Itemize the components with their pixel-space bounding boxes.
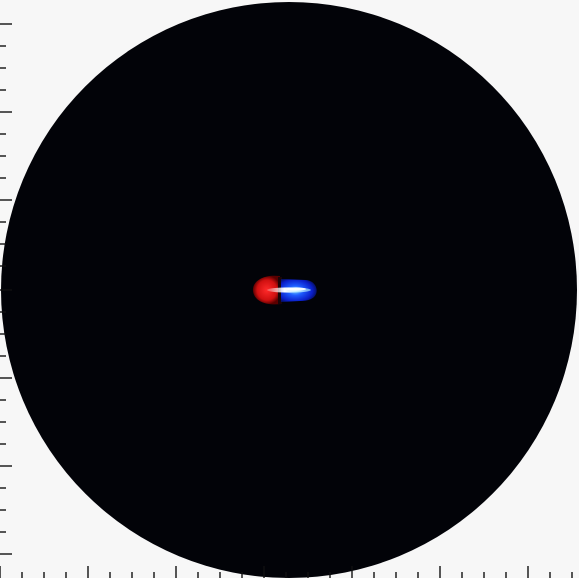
left-axis-ticks	[0, 23, 12, 555]
core-highlight	[286, 287, 306, 291]
bottom-axis-ticks	[0, 566, 573, 578]
red-lobe	[252, 275, 281, 305]
bipolar-blob	[252, 275, 317, 305]
